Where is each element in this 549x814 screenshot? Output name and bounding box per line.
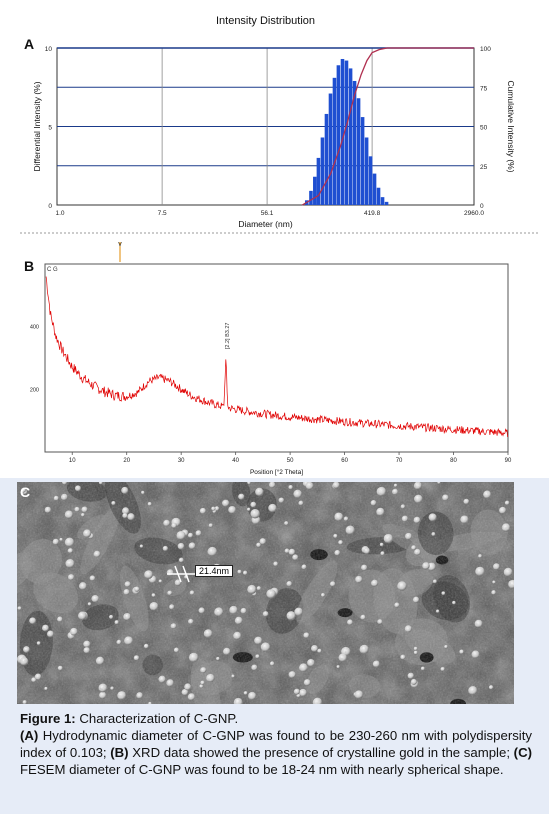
intensity-distribution-chart: Intensity Distribution 1.0 7.5 56.1 419.8 296… [20, 15, 540, 234]
chart-b-marker-glyph: v [118, 241, 122, 248]
panel-b: C G v [2.2] B3.27 10 20 30 40 50 60 70 80 90 200 400 P… [0, 236, 549, 478]
intensity-bar [320, 137, 325, 205]
intensity-bar [372, 173, 377, 205]
chart-a-ytick-label: 5 [48, 125, 52, 132]
chart-a-xtick-label: 419.8 [364, 210, 381, 217]
intensity-bar [340, 58, 345, 205]
intensity-bar [313, 176, 317, 205]
chart-a-y2tick-label: 75 [480, 85, 488, 92]
caption-description: (A) Hydrodynamic diameter of C-GNP was f… [20, 727, 532, 778]
chart-a-y2label: Cumulative Intensity (%) [506, 80, 516, 172]
chart-a-ylabel: Differential Intensity (%) [32, 81, 42, 171]
intensity-bar [328, 93, 333, 205]
caption-title-text: Characterization of C-GNP. [75, 711, 239, 726]
chart-a-y2tick-label: 25 [480, 164, 488, 171]
chart-b-xtick-label: 70 [396, 458, 403, 464]
chart-b-xtick-label: 90 [505, 458, 512, 464]
caption-a-label: (A) [20, 728, 39, 743]
chart-a-y2tick-label: 50 [480, 125, 488, 132]
chart-b-xtick-label: 50 [287, 458, 294, 464]
chart-b-ytick-label: 200 [30, 387, 39, 393]
intensity-bar [384, 201, 389, 205]
chart-a-y2tick-label: 0 [480, 203, 484, 210]
chart-a-ytick-label: 10 [45, 46, 53, 53]
chart-b-xtick-label: 20 [123, 458, 130, 464]
chart-b-xtick-label: 80 [450, 458, 457, 464]
chart-a-xtick-label: 2960.0 [464, 210, 484, 217]
fesem-image: C 21.4nm [17, 482, 514, 704]
intensity-bar [380, 197, 385, 205]
chart-b-top-label: C G [47, 267, 58, 273]
intensity-bar [344, 60, 349, 206]
xrd-chart: C G v [2.2] B3.27 10 20 30 40 50 60 70 80 90 200 400 P… [30, 241, 512, 476]
intensity-bar [316, 157, 321, 205]
caption-b-label: (B) [110, 745, 129, 760]
panel-c: C 21.4nm [0, 482, 549, 708]
caption-c-text: FESEM diameter of C-GNP was found to be … [20, 762, 504, 777]
intensity-bar [309, 190, 313, 205]
chart-b-xtick-label: 60 [341, 458, 348, 464]
xrd-line [45, 276, 508, 438]
intensity-bar [348, 68, 353, 205]
panel-b-label: B [24, 258, 35, 274]
caption-a-text: Hydrodynamic diameter of C-GNP was found… [20, 728, 532, 760]
xrd-peak-label: [2.2] B3.27 [225, 323, 231, 350]
caption-title-bold: Figure 1: [20, 711, 76, 726]
caption-b-text: XRD data showed the presence of crystall… [128, 745, 514, 760]
fesem-texture [17, 482, 514, 704]
caption-c-label: (C) [513, 745, 532, 760]
chart-b-xtick-label: 30 [178, 458, 185, 464]
intensity-bar [356, 98, 361, 205]
chart-a-xtick-label: 1.0 [55, 210, 64, 217]
chart-a-ytick-label: 0 [48, 203, 52, 210]
scale-bar-label: 21.4nm [195, 565, 234, 577]
chart-b-ytick-label: 400 [30, 325, 39, 331]
figure-caption: Figure 1: Characterization of C-GNP. (A)… [20, 710, 532, 778]
chart-b-xtick-label: 40 [232, 458, 239, 464]
intensity-bar [324, 113, 329, 205]
intensity-bar [368, 156, 373, 205]
chart-a-xtick-label: 56.1 [261, 210, 274, 217]
chart-a-y2tick-label: 100 [480, 46, 491, 53]
panel-a-label: A [24, 36, 35, 52]
intensity-bar [352, 80, 357, 205]
panel-c-label: C [20, 484, 31, 500]
chart-a-xtick-label: 7.5 [158, 210, 167, 217]
chart-a-title: Intensity Distribution [216, 15, 315, 27]
chart-b-plot-area [44, 263, 509, 453]
intensity-bar [336, 65, 341, 206]
intensity-bar [332, 77, 337, 205]
intensity-bar [364, 137, 369, 205]
chart-a-xlabel: Diameter (nm) [238, 219, 292, 229]
caption-title: Figure 1: Characterization of C-GNP. [20, 710, 532, 727]
intensity-bar [376, 187, 381, 205]
intensity-bar [360, 117, 365, 205]
cumulative-line [301, 47, 474, 206]
chart-b-xlabel: Position [°2 Theta] [250, 468, 303, 476]
panel-a: Intensity Distribution 1.0 7.5 56.1 419.8 296… [0, 0, 549, 236]
chart-b-xtick-label: 10 [69, 458, 76, 464]
